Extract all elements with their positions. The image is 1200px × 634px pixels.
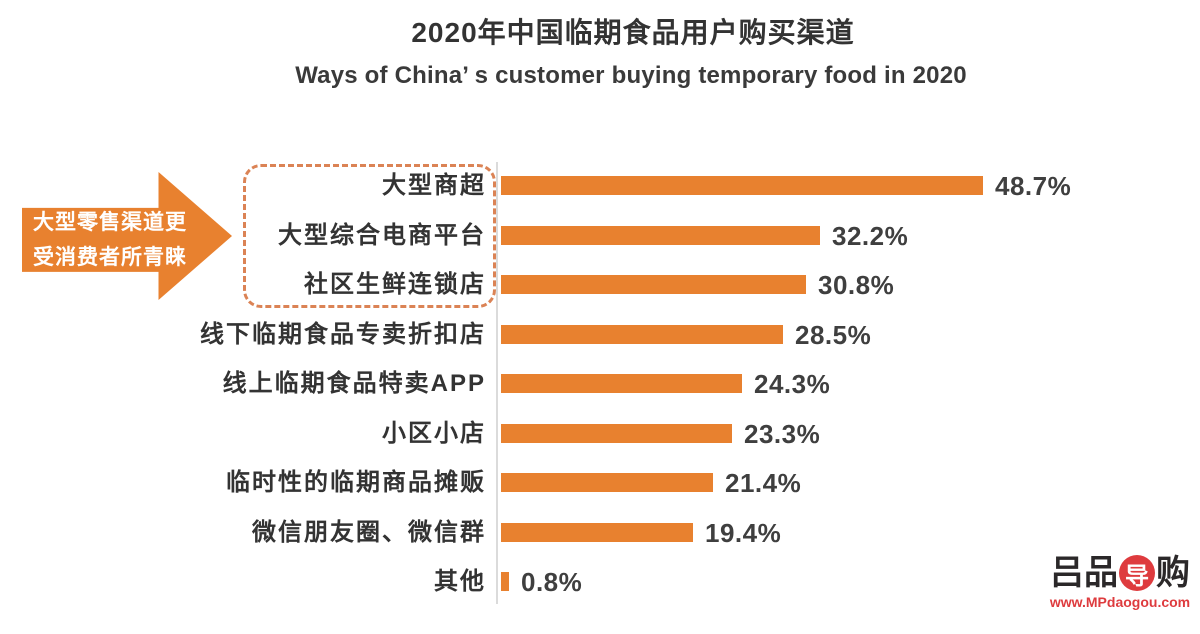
- watermark-logo: 吕品 导 购: [1042, 553, 1198, 593]
- callout-line2: 受消费者所青睐: [33, 246, 187, 269]
- bar: [501, 423, 732, 443]
- category-label: 大型综合电商平台: [278, 221, 486, 249]
- bar: [501, 324, 783, 344]
- arrow-callout: 大型零售渠道更 受消费者所青睐: [22, 172, 232, 300]
- value-label: 24.3%: [754, 369, 831, 399]
- category-label: 社区生鲜连锁店: [304, 271, 486, 298]
- category-label: 大型商超: [382, 172, 486, 199]
- category-axis-line: [496, 162, 498, 604]
- chart-title: 2020年中国临期食品用户购买渠道: [411, 17, 855, 48]
- chart-subtitle: Ways of China’ s customer buying tempora…: [295, 62, 967, 89]
- category-label: 线上临期食品特卖APP: [222, 370, 486, 397]
- bar: [501, 522, 693, 542]
- value-label: 28.5%: [795, 319, 872, 350]
- value-label: 48.7%: [995, 171, 1072, 201]
- value-label: 23.3%: [744, 418, 821, 449]
- watermark-seal-icon: 导: [1119, 555, 1155, 591]
- category-label: 微信朋友圈、微信群: [252, 518, 486, 546]
- category-label: 其他: [434, 568, 486, 595]
- value-label: 0.8%: [521, 567, 583, 597]
- bar: [501, 473, 713, 492]
- bar: [501, 176, 983, 195]
- watermark-seal-char: 导: [1125, 562, 1149, 590]
- bar: [501, 275, 806, 294]
- watermark: 吕品 导 购 www.MPdaogou.com: [1042, 553, 1198, 610]
- callout-line1: 大型零售渠道更: [33, 211, 187, 234]
- callout-text: 大型零售渠道更 受消费者所青睐: [33, 205, 187, 275]
- category-label: 临时性的临期商品摊贩: [226, 469, 486, 496]
- value-label: 19.4%: [705, 517, 782, 548]
- category-label: 小区小店: [382, 419, 486, 447]
- value-label: 32.2%: [832, 220, 909, 251]
- bar: [501, 374, 742, 393]
- value-label: 21.4%: [725, 468, 802, 498]
- highlight-dashed-box: [243, 164, 496, 308]
- bar: [501, 225, 820, 245]
- watermark-url: www.MPdaogou.com: [1049, 594, 1191, 610]
- watermark-logo-text-left: 吕品: [1050, 554, 1118, 592]
- watermark-logo-text-right: 购: [1156, 554, 1190, 592]
- bar: [501, 572, 509, 591]
- category-label: 线下临期食品专卖折扣店: [200, 320, 486, 348]
- value-label: 30.8%: [818, 270, 895, 300]
